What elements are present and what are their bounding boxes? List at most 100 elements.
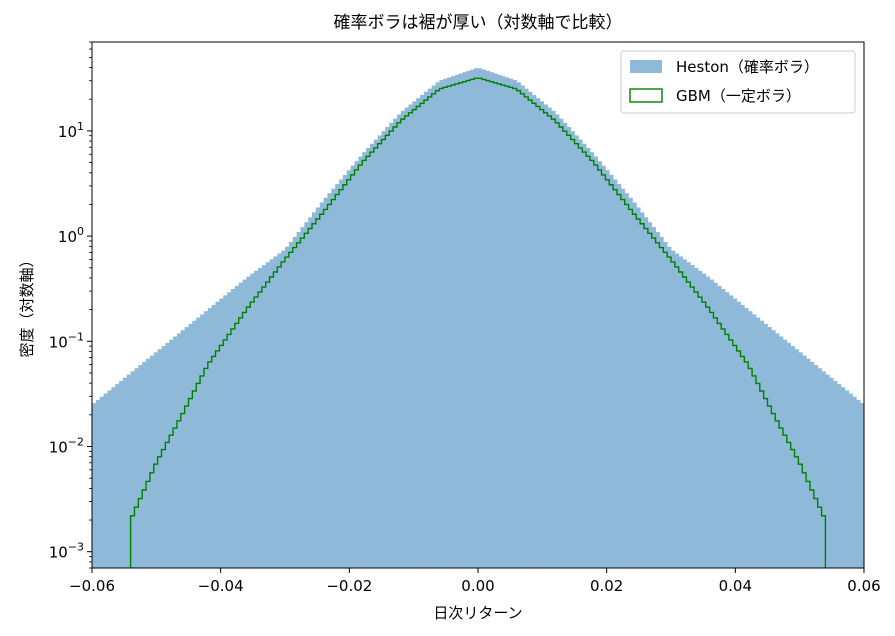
heston-bar xyxy=(562,122,568,568)
heston-bar xyxy=(412,101,417,568)
heston-bar xyxy=(254,270,259,568)
heston-bar xyxy=(462,72,467,568)
heston-bar xyxy=(219,298,224,568)
heston-bar xyxy=(632,202,637,568)
y-axis: 10−3 10−2 10−1 100 101 xyxy=(49,41,92,569)
heston-bar xyxy=(779,336,784,568)
y-tick-label: 10−2 xyxy=(49,436,84,457)
heston-bar xyxy=(582,143,587,568)
heston-bar xyxy=(439,80,444,568)
legend-label-heston: Heston（確率ボラ） xyxy=(676,58,819,76)
heston-bar xyxy=(146,358,151,568)
heston-bar xyxy=(802,355,807,568)
heston-bar xyxy=(686,262,691,568)
heston-bar xyxy=(95,399,101,568)
heston-bar xyxy=(192,320,197,568)
heston-bar xyxy=(528,91,533,568)
heston-bar xyxy=(682,259,687,568)
heston-bar xyxy=(350,165,355,568)
heston-bar xyxy=(346,170,352,568)
heston-bar xyxy=(856,399,861,568)
heston-bar xyxy=(396,114,402,568)
x-axis-label: 日次リターン xyxy=(433,604,522,622)
heston-bar xyxy=(281,250,286,568)
heston-bar xyxy=(342,174,348,568)
heston-bar xyxy=(678,256,683,568)
heston-bar xyxy=(215,301,220,568)
heston-bar xyxy=(690,265,695,568)
y-tick-label: 101 xyxy=(58,120,84,141)
heston-bar xyxy=(173,336,178,568)
heston-bar xyxy=(470,69,475,568)
heston-bar xyxy=(358,156,363,568)
heston-bar xyxy=(655,232,660,568)
heston-bar xyxy=(404,107,409,568)
heston-bar xyxy=(709,279,714,568)
heston-bar xyxy=(115,384,120,568)
heston-bar xyxy=(763,323,768,568)
heston-bar xyxy=(748,311,753,568)
y-tick-label: 10−3 xyxy=(49,541,84,562)
heston-bar xyxy=(103,393,108,568)
heston-bar xyxy=(450,76,456,568)
heston-bar xyxy=(485,70,490,568)
heston-bar xyxy=(705,276,710,568)
heston-bar xyxy=(759,320,765,568)
heston-bar xyxy=(613,179,618,568)
heston-bar xyxy=(165,342,170,568)
heston-bar xyxy=(516,82,521,568)
heston-bar xyxy=(308,217,313,568)
heston-bar xyxy=(809,361,815,568)
heston-bar xyxy=(821,371,826,568)
heston-bar xyxy=(242,279,247,568)
heston-bar xyxy=(304,222,309,568)
heston-bar xyxy=(443,78,448,568)
heston-bar xyxy=(520,85,525,568)
gbm-step-line xyxy=(129,77,827,568)
heston-bar xyxy=(535,98,541,568)
heston-bar xyxy=(142,361,147,568)
heston-bar xyxy=(423,91,429,568)
heston-bar xyxy=(512,80,517,568)
heston-bar xyxy=(555,114,560,568)
heston-bar xyxy=(501,76,506,568)
x-tick-label: 0.02 xyxy=(590,577,623,595)
x-tick-label: 0.04 xyxy=(719,577,752,595)
heston-bar xyxy=(574,135,579,568)
heston-bar xyxy=(234,285,240,568)
y-tick-label: 10−1 xyxy=(49,330,84,351)
heston-bar xyxy=(257,267,263,568)
plot-area xyxy=(92,68,864,568)
heston-bar xyxy=(319,202,324,568)
heston-bar xyxy=(227,292,232,568)
heston-bar xyxy=(188,323,193,568)
heston-bar xyxy=(547,107,552,568)
heston-bar xyxy=(744,308,749,568)
heston-bar xyxy=(829,377,834,568)
heston-bar xyxy=(489,72,494,568)
heston-histogram xyxy=(92,68,864,568)
chart-title: 確率ボラは裾が厚い（対数軸で比較） xyxy=(334,13,623,33)
heston-bar xyxy=(651,227,656,568)
heston-bar xyxy=(852,396,857,568)
heston-bar xyxy=(134,368,139,568)
heston-bar xyxy=(628,197,633,568)
heston-bar xyxy=(200,314,205,568)
heston-bar xyxy=(532,94,537,568)
x-tick-label: −0.04 xyxy=(198,577,244,595)
heston-bar xyxy=(327,193,332,568)
heston-bar xyxy=(393,118,398,568)
heston-bar xyxy=(138,365,143,568)
heston-bar xyxy=(508,78,514,568)
heston-bar xyxy=(616,184,622,568)
heston-bar xyxy=(674,253,680,568)
heston-bar xyxy=(752,314,757,568)
heston-bar xyxy=(671,250,676,568)
heston-bar xyxy=(551,110,556,568)
heston-bar xyxy=(636,207,641,568)
heston-bar xyxy=(323,197,328,568)
heston-bar xyxy=(694,267,699,568)
heston-bar xyxy=(717,285,722,568)
heston-bar xyxy=(381,131,386,568)
heston-bar xyxy=(211,304,216,568)
